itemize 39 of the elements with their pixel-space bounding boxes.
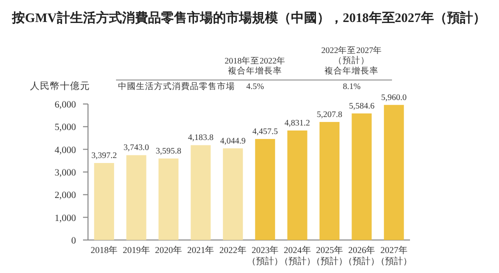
y-axis-title: 人民幣十億元 [30,80,90,92]
y-tick-label: 6,000 [54,100,76,110]
x-tick-label: 2018年 [90,245,118,255]
data-label: 3,595.8 [156,145,182,156]
text: 4.5% [246,81,264,91]
x-tick-label: 2021年 [187,245,214,255]
bar [255,138,276,240]
y-tick-label: 5,000 [54,123,76,134]
text: 中國生活方式消費品零售市場 [118,81,235,91]
bar [126,155,146,240]
data-label: 5,207.8 [316,108,342,119]
y-tick-label: 1,000 [54,214,76,224]
bar [94,162,114,240]
data-label: 3,397.2 [91,150,117,160]
data-label: 5,960.0 [381,92,407,102]
text: 8.1% [342,81,361,91]
chart-title: 按GMV計生活方式消費品零售市場的市場規模（中國），2018年至2027年（預計） [11,10,486,25]
bar [287,130,308,240]
data-label: 4,183.8 [188,132,214,142]
bar [190,145,211,240]
bar [384,104,404,240]
bar [158,158,178,240]
bar [222,148,243,240]
data-label: 5,584.6 [348,100,374,110]
data-label: 4,831.2 [284,117,310,128]
y-tick-label: 3,000 [54,168,76,178]
x-tick-label: 2022年 [219,245,246,255]
bar [320,122,340,240]
x-tick-label: 2020年 [155,245,182,255]
x-tick-label: 2019年 [122,245,150,255]
y-tick-label: 4,000 [54,146,76,156]
data-label: 3,743.0 [124,142,150,152]
text: 2022年至2027年（預計）複合年增長率 [321,45,382,76]
bar [352,113,372,240]
y-tick-label: 2,000 [54,191,76,202]
y-tick-label: 0 [71,236,76,246]
text: 2018年至2022年複合年增長率 [224,56,286,76]
data-label: 4,457.5 [252,126,278,136]
data-label: 4,044.9 [220,135,246,146]
